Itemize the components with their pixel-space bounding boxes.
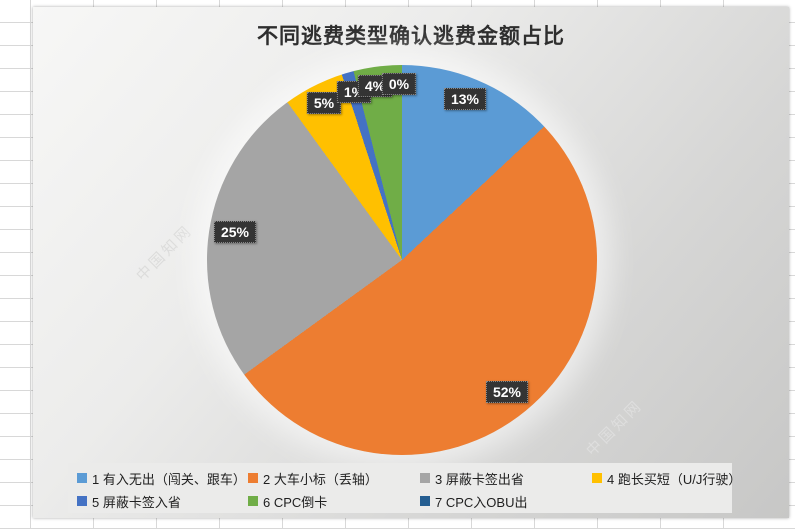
legend-item-7[interactable]: 7 CPC入OBU出 [420, 490, 527, 512]
legend-swatch-3 [420, 473, 430, 483]
data-label-slice-1[interactable]: 13% [443, 88, 487, 110]
pie-chart[interactable] [207, 65, 597, 455]
legend-item-4[interactable]: 4 跑长买短（U/J行驶） [592, 467, 741, 489]
watermark: 中国知网 [133, 221, 197, 285]
legend-item-2[interactable]: 2 大车小标（丢轴） [248, 467, 378, 489]
data-label-slice-2[interactable]: 52% [485, 381, 529, 403]
legend-swatch-6 [248, 496, 258, 506]
legend-label-1: 1 有入无出（闯关、跟车） [92, 471, 246, 487]
chart-area[interactable]: 不同逃费类型确认逃费金额占比 中国知网 中国知网 13% 52% 25% 5% … [33, 7, 789, 518]
legend-label-4: 4 跑长买短（U/J行驶） [607, 471, 742, 487]
legend-swatch-4 [592, 473, 602, 483]
chart-title[interactable]: 不同逃费类型确认逃费金额占比 [257, 25, 565, 48]
legend-item-1[interactable]: 1 有入无出（闯关、跟车） [77, 467, 246, 489]
legend-label-2: 2 大车小标（丢轴） [263, 471, 378, 487]
chart-legend[interactable]: 1 有入无出（闯关、跟车） 2 大车小标（丢轴） 3 屏蔽卡签出省 4 跑长买短… [68, 463, 741, 513]
legend-item-6[interactable]: 6 CPC倒卡 [248, 490, 327, 512]
legend-label-5: 5 屏蔽卡签入省 [92, 494, 181, 510]
legend-swatch-7 [420, 496, 430, 506]
legend-label-6: 6 CPC倒卡 [263, 494, 328, 510]
data-label-slice-4[interactable]: 5% [306, 92, 342, 114]
watermark: 中国知网 [583, 396, 647, 460]
data-label-slice-3[interactable]: 25% [213, 221, 257, 243]
legend-swatch-2 [248, 473, 258, 483]
legend-swatch-1 [77, 473, 87, 483]
legend-label-3: 3 屏蔽卡签出省 [435, 471, 524, 487]
legend-item-3[interactable]: 3 屏蔽卡签出省 [420, 467, 524, 489]
data-label-slice-7[interactable]: 0% [381, 73, 417, 95]
legend-item-5[interactable]: 5 屏蔽卡签入省 [77, 490, 181, 512]
legend-swatch-5 [77, 496, 87, 506]
legend-label-7: 7 CPC入OBU出 [435, 494, 528, 510]
